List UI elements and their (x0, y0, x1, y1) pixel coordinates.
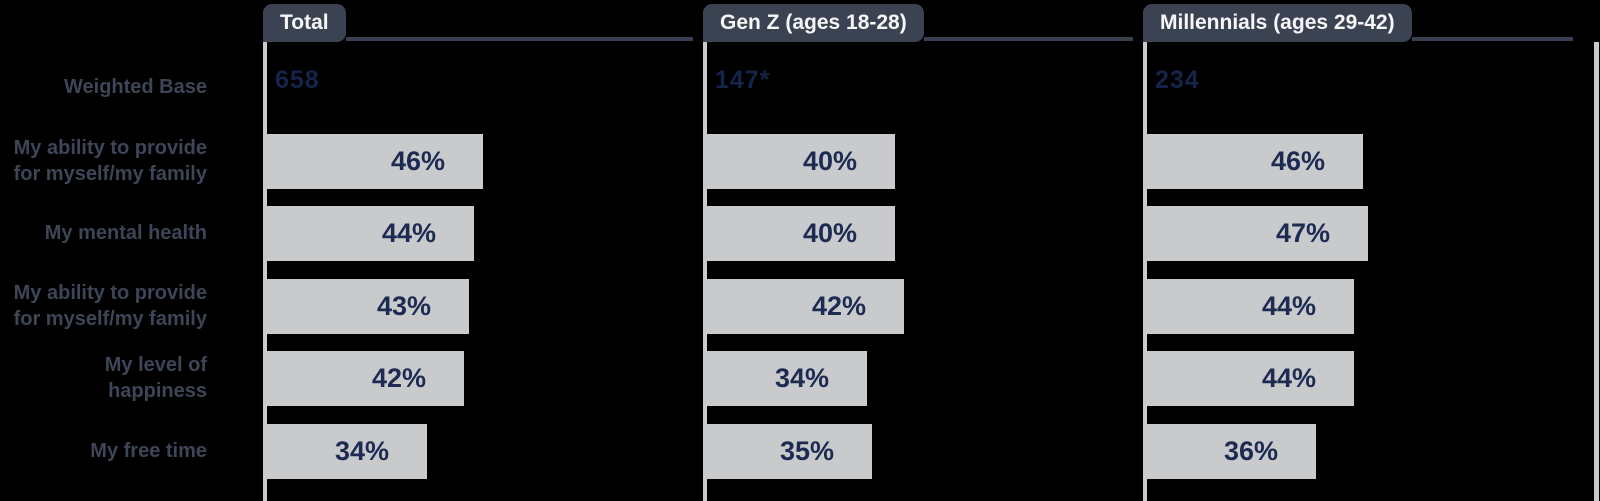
header-line (923, 37, 1133, 41)
bar: 34% (267, 424, 427, 479)
header-line (1411, 37, 1573, 41)
bar: 34% (707, 351, 867, 406)
row-label-ability-to-provide-2: My ability to provide for myself/my fami… (0, 280, 207, 332)
bar: 44% (1147, 279, 1354, 334)
chart-column-genz: Gen Z (ages 18-28) 147* 40% 40% 42% 34% … (703, 4, 1133, 501)
row-label-ability-to-provide-1: My ability to provide for myself/my fami… (0, 135, 207, 187)
row-label-text: Weighted Base (64, 76, 207, 98)
bar: 46% (1147, 134, 1363, 189)
bar-value-label: 46% (390, 146, 445, 176)
column-header-label: Gen Z (ages 18-28) (720, 11, 907, 34)
bar: 46% (267, 134, 483, 189)
row-label-text: for myself/my family (13, 163, 207, 185)
bar-value-label: 36% (1223, 436, 1278, 466)
bar: 40% (707, 134, 895, 189)
column-header-tab-total: Total (263, 4, 346, 42)
row-label-level-of-happiness: My level of happiness (0, 352, 207, 404)
bar-value-label: 43% (376, 291, 431, 321)
axis-line (263, 42, 267, 501)
row-label-text: My mental health (44, 222, 207, 244)
row-label-mental-health: My mental health (0, 220, 207, 246)
row-label-weighted-base: Weighted Base (0, 74, 207, 100)
bar-value-label: 44% (381, 218, 436, 248)
bar-value-label: 34% (334, 436, 389, 466)
column-header-row: Total (263, 4, 693, 42)
column-header-label: Millennials (ages 29-42) (1160, 11, 1395, 34)
row-label-text: My level of (104, 354, 207, 376)
row-label-text: happiness (108, 380, 207, 402)
header-line (345, 37, 693, 41)
column-header-tab-genz: Gen Z (ages 18-28) (703, 4, 924, 42)
weighted-base-value: 234 (1155, 66, 1200, 94)
bar-value-label: 35% (779, 436, 834, 466)
bar-value-label: 46% (1270, 146, 1325, 176)
bar-value-label: 42% (811, 291, 866, 321)
bar-value-label: 40% (802, 146, 857, 176)
column-header-row: Gen Z (ages 18-28) (703, 4, 1133, 42)
weighted-base-value: 658 (275, 66, 320, 94)
row-label-text: for myself/my family (13, 308, 207, 330)
bar-value-label: 44% (1261, 291, 1316, 321)
bar-value-label: 34% (774, 363, 829, 393)
row-label-text: My free time (90, 440, 207, 462)
column-header-row: Millennials (ages 29-42) (1143, 4, 1573, 42)
bar: 44% (1147, 351, 1354, 406)
bar-value-label: 42% (371, 363, 426, 393)
column-header-tab-millennials: Millennials (ages 29-42) (1143, 4, 1412, 42)
bar: 42% (267, 351, 464, 406)
bar: 40% (707, 206, 895, 261)
bar-value-label: 40% (802, 218, 857, 248)
row-label-text: My ability to provide (13, 137, 207, 159)
axis-line (703, 42, 707, 501)
row-label-text: My ability to provide (13, 282, 207, 304)
bar: 43% (267, 279, 469, 334)
chart-column-millennials: Millennials (ages 29-42) 234 46% 47% 44%… (1143, 4, 1573, 501)
bar: 42% (707, 279, 904, 334)
bar-value-label: 47% (1275, 218, 1330, 248)
cropped-next-column-axis (1594, 42, 1599, 501)
column-header-label: Total (280, 11, 329, 34)
bar-value-label: 44% (1261, 363, 1316, 393)
bar: 35% (707, 424, 872, 479)
axis-line (1143, 42, 1147, 501)
bar: 44% (267, 206, 474, 261)
bar: 36% (1147, 424, 1316, 479)
weighted-base-value: 147* (715, 66, 771, 94)
chart-column-total: Total 658 46% 44% 43% 42% 34% (263, 4, 693, 501)
row-label-free-time: My free time (0, 438, 207, 464)
bar: 47% (1147, 206, 1368, 261)
